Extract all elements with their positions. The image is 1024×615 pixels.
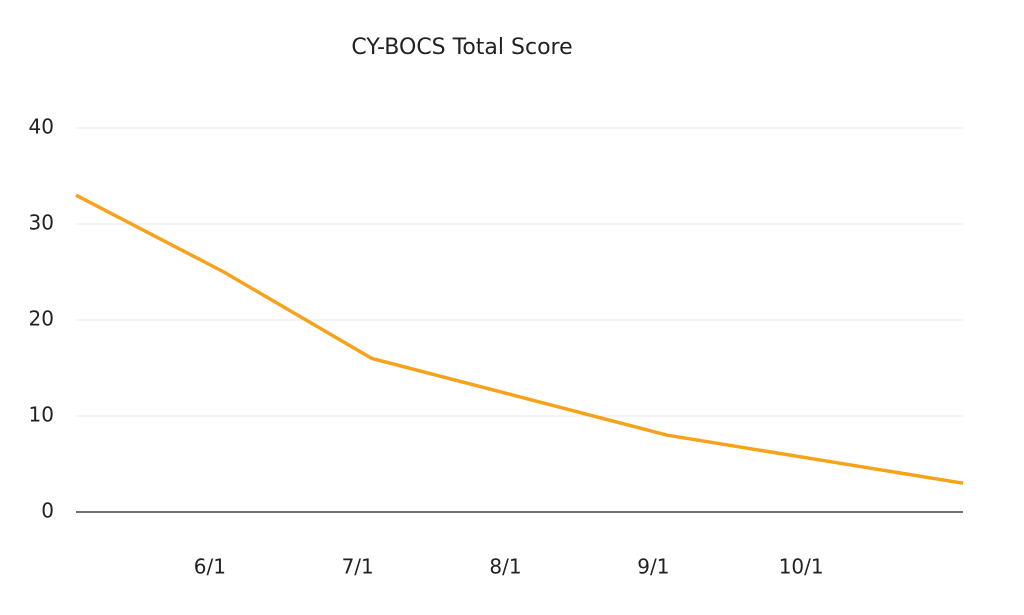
x-tick-label: 10/1 — [779, 555, 824, 579]
y-tick-label: 0 — [41, 499, 54, 523]
y-tick-label: 40 — [29, 115, 54, 139]
x-tick-label: 8/1 — [489, 555, 521, 579]
y-tick-label: 10 — [29, 403, 54, 427]
data-line — [75, 193, 964, 485]
x-tick-label: 7/1 — [342, 555, 374, 579]
chart-title: CY-BOCS Total Score — [351, 35, 572, 60]
x-tick-label: 9/1 — [637, 555, 669, 579]
y-tick-label: 20 — [29, 307, 54, 331]
y-tick-label: 30 — [29, 211, 54, 235]
x-tick-label: 6/1 — [194, 555, 226, 579]
